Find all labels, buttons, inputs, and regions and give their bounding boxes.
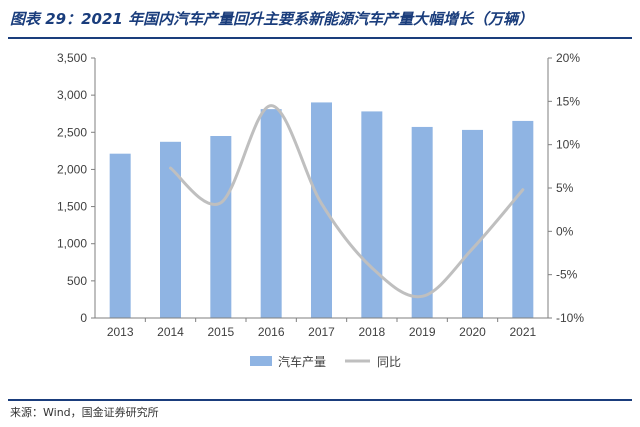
bar-2014: [160, 141, 181, 318]
x-tick-label: 2021: [509, 325, 536, 339]
footer-divider: [8, 399, 632, 401]
right-tick-label: 0%: [556, 224, 574, 238]
left-tick-label: 0: [80, 311, 87, 325]
chart: 0 500 1,000 1,500 2,000 2,500 3,000 3,500 -10% -5…: [57, 51, 584, 369]
left-tick-label: 3,500: [57, 51, 87, 65]
right-tick-label: 15%: [556, 94, 580, 108]
bar-2016: [260, 109, 282, 318]
right-tick-label: 20%: [556, 51, 580, 65]
source-note: 来源：Wind，国金证券研究所: [10, 406, 159, 419]
bar-2020: [462, 129, 483, 318]
x-tick-label: 2020: [459, 325, 486, 339]
left-tick-label: 3,000: [57, 88, 87, 102]
left-tick-label: 1,000: [57, 237, 87, 251]
legend-swatch-bar: [250, 356, 272, 366]
left-tick-label: 500: [67, 274, 87, 288]
line-layer: [169, 104, 525, 299]
bar-2013: [109, 153, 131, 318]
legend-label-bar: 汽车产量: [278, 354, 326, 369]
left-tick-label: 2,500: [57, 125, 87, 139]
legend: 汽车产量 同比: [250, 354, 401, 369]
bar-2015: [210, 136, 232, 318]
x-tick-label: 2015: [207, 325, 234, 339]
bar-2021: [512, 120, 534, 318]
bar-2018: [361, 111, 383, 318]
x-tick-label: 2016: [258, 325, 285, 339]
left-tick-label: 2,000: [57, 162, 87, 176]
right-tick-label: -10%: [556, 311, 584, 325]
bars-layer: [109, 102, 534, 319]
x-tick-label: 2018: [358, 325, 385, 339]
axis-layer: 0 500 1,000 1,500 2,000 2,500 3,000 3,500 -10% -5…: [57, 51, 584, 339]
x-tick-label: 2014: [157, 325, 184, 339]
series-line-yoy: [169, 104, 525, 299]
chart-title: 图表 29：2021 年国内汽车产量回升主要系新能源汽车产量大幅增长（万辆）: [10, 10, 534, 28]
legend-label-line: 同比: [377, 355, 401, 369]
bar-2017: [311, 102, 332, 318]
title-divider: [8, 37, 632, 39]
right-tick-label: 5%: [556, 181, 574, 195]
left-tick-label: 1,500: [57, 200, 87, 214]
right-tick-label: 10%: [556, 138, 580, 152]
x-tick-label: 2013: [107, 325, 134, 339]
x-tick-label: 2017: [308, 325, 335, 339]
x-tick-label: 2019: [409, 325, 436, 339]
bar-2019: [411, 126, 433, 319]
right-tick-label: -5%: [556, 268, 578, 282]
